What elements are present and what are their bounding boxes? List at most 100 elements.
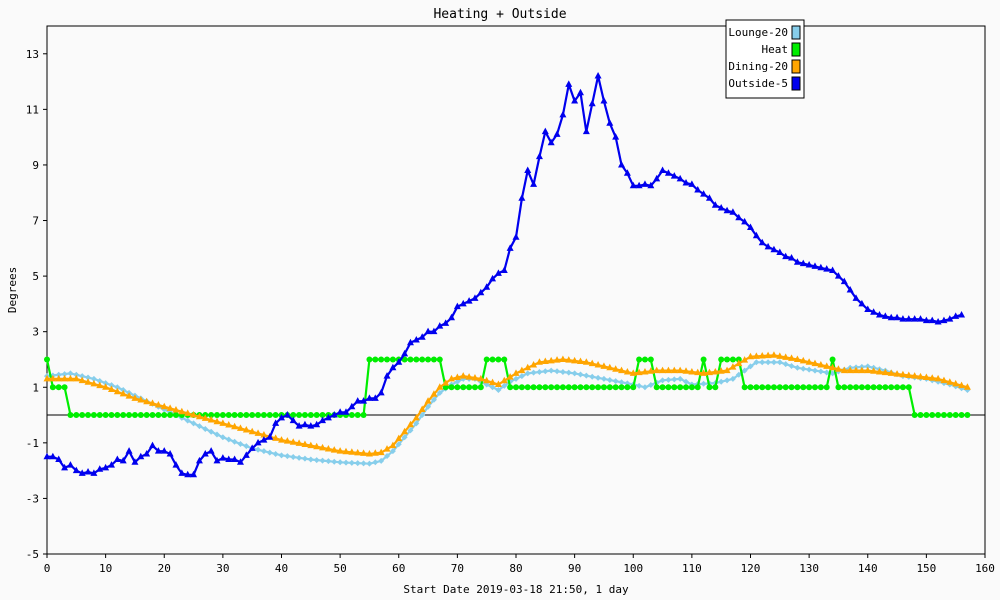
- data-point: [477, 288, 485, 296]
- data-point: [213, 417, 221, 425]
- data-point: [683, 378, 690, 385]
- data-point: [500, 376, 508, 384]
- data-point: [559, 110, 567, 118]
- data-point: [846, 366, 854, 374]
- data-point: [283, 411, 291, 418]
- data-point: [231, 455, 239, 463]
- data-point: [676, 366, 684, 374]
- data-point: [788, 254, 796, 261]
- data-point: [530, 369, 537, 376]
- data-point: [225, 436, 232, 443]
- data-point: [249, 412, 256, 419]
- legend-label: Heat: [762, 43, 789, 56]
- data-point: [255, 446, 262, 453]
- data-point: [208, 428, 215, 435]
- data-point: [453, 373, 461, 381]
- data-point: [647, 356, 654, 363]
- data-point: [565, 384, 572, 391]
- data-point: [553, 130, 561, 137]
- data-point: [753, 384, 760, 391]
- data-point: [465, 297, 473, 304]
- data-point: [629, 369, 637, 376]
- y-axis-label: Degrees: [6, 267, 19, 313]
- data-point: [577, 384, 584, 391]
- data-point: [436, 322, 444, 329]
- x-tick-label: 30: [216, 562, 229, 575]
- data-point: [571, 384, 578, 391]
- data-point: [870, 384, 877, 391]
- data-point: [213, 456, 221, 464]
- data-point: [735, 359, 743, 367]
- data-point: [541, 127, 549, 135]
- data-point: [700, 380, 707, 387]
- data-point: [506, 244, 514, 251]
- data-point: [172, 406, 180, 413]
- data-point: [73, 371, 80, 378]
- data-point: [442, 319, 450, 326]
- data-point: [776, 248, 784, 255]
- data-point: [85, 374, 92, 381]
- data-point: [195, 412, 203, 420]
- data-point: [219, 419, 227, 426]
- data-point: [846, 286, 854, 293]
- data-point: [929, 412, 936, 419]
- data-point: [735, 371, 742, 378]
- data-point: [595, 384, 602, 391]
- data-point: [940, 412, 947, 419]
- data-point: [407, 356, 414, 363]
- x-tick-label: 110: [682, 562, 702, 575]
- data-point: [864, 305, 872, 312]
- data-point: [442, 379, 450, 386]
- data-point: [354, 412, 361, 419]
- data-point: [758, 238, 766, 246]
- data-point: [506, 373, 514, 380]
- data-point: [800, 384, 807, 391]
- data-point: [659, 166, 667, 174]
- data-point: [653, 174, 661, 182]
- data-point: [518, 384, 525, 391]
- data-point: [307, 441, 315, 449]
- data-point: [131, 458, 139, 465]
- data-point: [595, 374, 602, 381]
- data-point: [307, 412, 314, 419]
- data-point: [154, 447, 162, 454]
- data-point: [383, 445, 391, 452]
- data-point: [454, 378, 461, 385]
- data-point: [799, 356, 807, 364]
- data-point: [512, 233, 520, 240]
- data-point: [659, 377, 666, 384]
- x-tick-label: 130: [799, 562, 819, 575]
- data-point: [248, 427, 256, 435]
- data-point: [366, 460, 373, 467]
- data-point: [958, 412, 965, 419]
- data-point: [964, 412, 971, 419]
- data-point: [940, 376, 948, 384]
- data-point: [448, 374, 456, 382]
- data-point: [524, 166, 532, 174]
- data-point: [770, 384, 777, 391]
- data-point: [946, 315, 954, 322]
- data-point: [834, 365, 842, 372]
- data-point: [190, 420, 197, 427]
- legend: Lounge-20 Heat Dining-20 Outside-5: [725, 19, 805, 99]
- data-point: [501, 382, 508, 389]
- data-point: [296, 454, 303, 461]
- data-point: [360, 460, 367, 467]
- data-point: [629, 181, 637, 189]
- data-point: [172, 461, 180, 468]
- data-point: [49, 384, 56, 391]
- data-point: [559, 355, 567, 362]
- data-point: [670, 366, 678, 374]
- data-point: [817, 263, 825, 271]
- data-point: [905, 371, 913, 378]
- data-point: [178, 469, 186, 476]
- data-point: [724, 356, 731, 363]
- data-point: [747, 384, 754, 391]
- data-point: [541, 357, 549, 365]
- data-point: [641, 384, 648, 391]
- data-point: [219, 454, 227, 461]
- data-point: [513, 384, 519, 391]
- data-point: [723, 366, 731, 374]
- data-point: [295, 422, 303, 429]
- data-point: [342, 447, 350, 455]
